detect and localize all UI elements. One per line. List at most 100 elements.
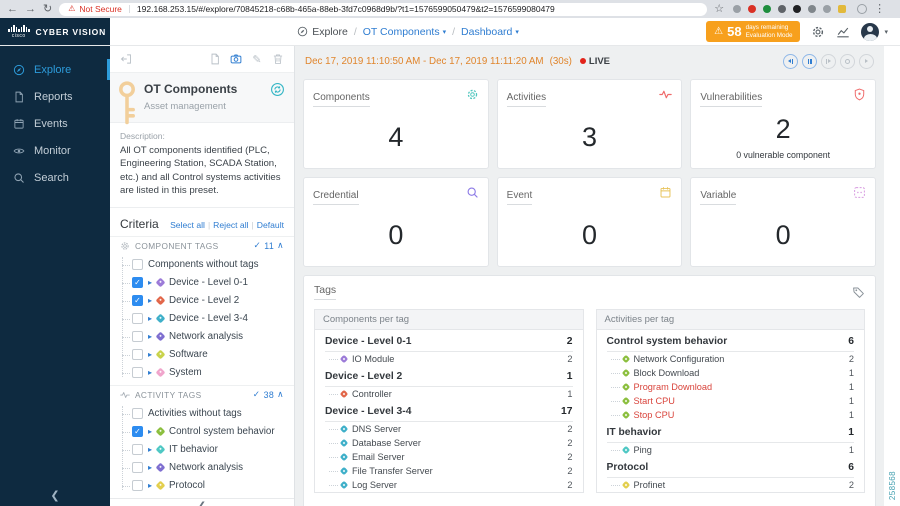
tag-row-email-server[interactable]: Email Server 2 <box>325 450 573 464</box>
checkbox[interactable] <box>132 408 143 420</box>
tag-filter-activities-without-tags[interactable]: Activities without tags <box>110 405 294 423</box>
checkbox[interactable]: ✓ <box>132 277 143 289</box>
tag-filter-device-level-2[interactable]: ✓ ▸ Device - Level 2 <box>110 292 294 310</box>
tag-row-profinet[interactable]: Profinet 2 <box>607 478 854 492</box>
expand-arrow-icon[interactable]: ▸ <box>148 367 153 377</box>
stat-card-variable[interactable]: Variable 0 <box>690 177 876 267</box>
save-file-icon[interactable] <box>209 53 221 65</box>
extension-icon[interactable] <box>823 5 832 13</box>
tag-filter-it-behavior[interactable]: ▸ IT behavior <box>110 441 294 459</box>
extension-icon[interactable] <box>793 5 802 13</box>
extension-icon[interactable] <box>733 5 742 13</box>
trash-icon[interactable] <box>272 53 284 65</box>
activity-tags-section-header[interactable]: ACTIVITY TAGS ✓ 38 ∧ <box>110 384 294 404</box>
browser-back-icon[interactable]: ← <box>7 2 18 15</box>
sidebar-item-events[interactable]: Events <box>0 110 110 137</box>
settings-gear-icon[interactable] <box>811 25 825 39</box>
player-next-button[interactable] <box>821 53 836 69</box>
stat-card-event[interactable]: Event 0 <box>496 177 683 267</box>
tag-group-control-system-behavior[interactable]: Control system behavior 6 <box>606 331 854 352</box>
expand-arrow-icon[interactable]: ▸ <box>148 277 153 287</box>
criteria-default-link[interactable]: Default <box>256 219 284 230</box>
extension-icon[interactable] <box>748 5 757 13</box>
tag-filter-device-level-0-1[interactable]: ✓ ▸ Device - Level 0-1 <box>110 274 294 292</box>
panel-collapse-chevron-icon[interactable]: ❮ <box>110 497 294 506</box>
tag-row-block-download[interactable]: Block Download 1 <box>607 366 854 380</box>
time-range-text[interactable]: Dec 17, 2019 11:10:50 AM - Dec 17, 2019 … <box>305 55 544 67</box>
checkbox[interactable] <box>132 444 143 456</box>
tag-filter-control-system-behavior[interactable]: ✓ ▸ Control system behavior <box>110 423 294 441</box>
tag-group-protocol[interactable]: Protocol 6 <box>606 457 854 478</box>
tag-row-log-server[interactable]: Log Server 2 <box>325 478 573 492</box>
player-refresh-button[interactable] <box>840 53 855 69</box>
collapse-panel-icon[interactable] <box>120 53 132 65</box>
tag-row-program-download[interactable]: Program Download 1 <box>607 380 854 394</box>
tag-filter-system[interactable]: ▸ System <box>110 364 294 382</box>
stat-card-activities[interactable]: Activities 3 <box>496 79 683 169</box>
chevron-up-icon[interactable]: ∧ <box>277 389 284 400</box>
tag-filter-device-level-3-4[interactable]: ▸ Device - Level 3-4 <box>110 310 294 328</box>
edit-pencil-icon[interactable]: ✎ <box>252 53 262 66</box>
breadcrumb-explore[interactable]: Explore <box>297 26 348 38</box>
checkbox[interactable] <box>132 462 143 474</box>
browser-refresh-icon[interactable]: ↻ <box>43 2 53 15</box>
bookmark-star-icon[interactable]: ☆ <box>714 2 725 15</box>
stat-card-vulnerabilities[interactable]: Vulnerabilities 2 0 vulnerable component <box>690 79 876 169</box>
browser-profile-icon[interactable] <box>857 4 868 14</box>
camera-snapshot-icon[interactable] <box>230 53 242 65</box>
tag-row-controller[interactable]: Controller 1 <box>325 387 573 401</box>
address-bar[interactable]: ⚠ Not Secure 192.168.253.15/#/explore/70… <box>59 2 708 16</box>
checkbox[interactable] <box>132 480 143 492</box>
checkbox[interactable] <box>132 331 143 343</box>
tag-filter-protocol[interactable]: ▸ Protocol <box>110 477 294 495</box>
sidebar-item-search[interactable]: Search <box>0 164 110 191</box>
extension-icon[interactable] <box>808 5 817 13</box>
extension-icon[interactable] <box>838 5 847 13</box>
tag-filter-components-without-tags[interactable]: Components without tags <box>110 256 294 274</box>
evaluation-mode-badge[interactable]: ⚠ 58 days remaining Evaluation Mode <box>706 21 801 42</box>
expand-arrow-icon[interactable]: ▸ <box>148 313 153 323</box>
sidebar-item-reports[interactable]: Reports <box>0 83 110 110</box>
chart-icon[interactable] <box>836 25 850 39</box>
expand-arrow-icon[interactable]: ▸ <box>148 480 153 490</box>
expand-arrow-icon[interactable]: ▸ <box>148 349 153 359</box>
tag-row-network-configuration[interactable]: Network Configuration 2 <box>607 352 854 366</box>
tag-group-it-behavior[interactable]: IT behavior 1 <box>606 422 854 443</box>
user-avatar[interactable] <box>861 22 880 41</box>
browser-menu-icon[interactable]: ⋮ <box>874 2 886 15</box>
tag-row-dns-server[interactable]: DNS Server 2 <box>325 422 573 436</box>
sync-badge-icon[interactable] <box>270 82 285 97</box>
breadcrumb-preset-dropdown[interactable]: OT Components ▾ <box>362 25 447 38</box>
checkbox[interactable]: ✓ <box>132 295 143 307</box>
browser-forward-icon[interactable]: → <box>25 2 36 15</box>
expand-arrow-icon[interactable]: ▸ <box>148 444 153 454</box>
tag-row-stop-cpu[interactable]: Stop CPU 1 <box>607 408 854 422</box>
tag-row-file-transfer-server[interactable]: File Transfer Server 2 <box>325 464 573 478</box>
breadcrumb-view-dropdown[interactable]: Dashboard ▾ <box>461 25 519 38</box>
extension-icon[interactable] <box>778 5 787 13</box>
tag-row-ping[interactable]: Ping 1 <box>607 443 854 457</box>
component-tags-section-header[interactable]: COMPONENT TAGS ✓ 11 ∧ <box>110 235 294 255</box>
player-pause-button[interactable] <box>802 53 817 69</box>
tag-filter-network-analysis[interactable]: ▸ Network analysis <box>110 459 294 477</box>
sidebar-item-explore[interactable]: Explore <box>0 56 110 83</box>
tag-row-io-module[interactable]: IO Module 2 <box>325 352 573 366</box>
criteria-reject-all-link[interactable]: Reject all <box>213 220 257 230</box>
extension-icon[interactable] <box>763 5 772 13</box>
checkbox[interactable]: ✓ <box>132 426 143 438</box>
tag-row-database-server[interactable]: Database Server 2 <box>325 436 573 450</box>
stat-card-components[interactable]: Components 4 <box>303 79 489 169</box>
checkbox[interactable] <box>132 367 143 379</box>
chevron-up-icon[interactable]: ∧ <box>277 240 284 251</box>
tag-group-device-level-3-4[interactable]: Device - Level 3-4 17 <box>325 401 573 422</box>
tag-filter-network-analysis[interactable]: ▸ Network analysis <box>110 328 294 346</box>
expand-arrow-icon[interactable]: ▸ <box>148 295 153 305</box>
expand-arrow-icon[interactable]: ▸ <box>148 462 153 472</box>
sidebar-collapse-chevron-icon[interactable]: ❮ <box>50 490 60 502</box>
player-end-button[interactable] <box>859 53 874 69</box>
expand-arrow-icon[interactable]: ▸ <box>148 426 153 436</box>
tag-group-device-level-0-1[interactable]: Device - Level 0-1 2 <box>325 331 573 352</box>
extension-icons[interactable] <box>733 5 847 13</box>
tag-filter-software[interactable]: ▸ Software <box>110 346 294 364</box>
